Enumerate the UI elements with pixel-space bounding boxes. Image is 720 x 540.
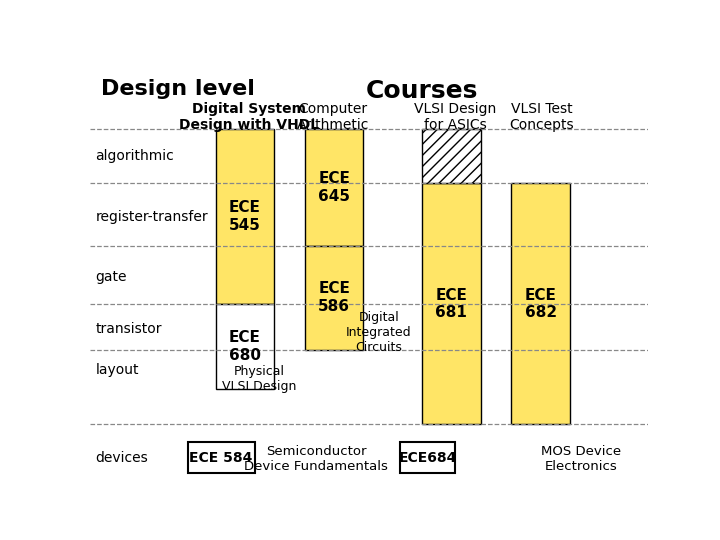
Text: Courses: Courses [366,79,478,103]
Text: layout: layout [96,363,139,377]
Text: devices: devices [96,451,148,465]
Bar [422,129,481,183]
Text: Semiconductor
Device Fundamentals: Semiconductor Device Fundamentals [244,444,388,472]
Text: Computer
Arithmetic: Computer Arithmetic [297,102,369,132]
Text: transistor: transistor [96,322,162,336]
Text: Digital System
Design with VHDL: Digital System Design with VHDL [179,102,319,132]
Bar [422,183,481,424]
Bar [305,129,364,246]
Text: Digital
Integrated
Circuits: Digital Integrated Circuits [346,312,412,354]
Text: ECE
645: ECE 645 [318,171,350,204]
Text: Design level: Design level [101,79,255,99]
Bar [305,246,364,349]
Text: VLSI Design
for ASICs: VLSI Design for ASICs [415,102,497,132]
Text: gate: gate [96,270,127,284]
Bar [400,442,456,473]
Text: Physical
VLSI Design: Physical VLSI Design [222,364,296,393]
Bar [511,183,570,424]
Text: register-transfer: register-transfer [96,210,208,224]
Text: ECE684: ECE684 [398,450,456,464]
Text: ECE
680: ECE 680 [229,330,261,363]
Bar [188,442,255,473]
Text: MOS Device
Electronics: MOS Device Electronics [541,444,621,472]
Text: algorithmic: algorithmic [96,149,174,163]
Text: ECE
681: ECE 681 [436,288,467,320]
Bar [215,129,274,304]
Text: ECE
545: ECE 545 [229,200,261,233]
Text: ECE 584: ECE 584 [189,450,253,464]
Text: ECE
682: ECE 682 [525,288,557,320]
Text: ECE
586: ECE 586 [318,281,350,314]
Text: VLSI Test
Concepts: VLSI Test Concepts [510,102,575,132]
Bar [215,304,274,389]
